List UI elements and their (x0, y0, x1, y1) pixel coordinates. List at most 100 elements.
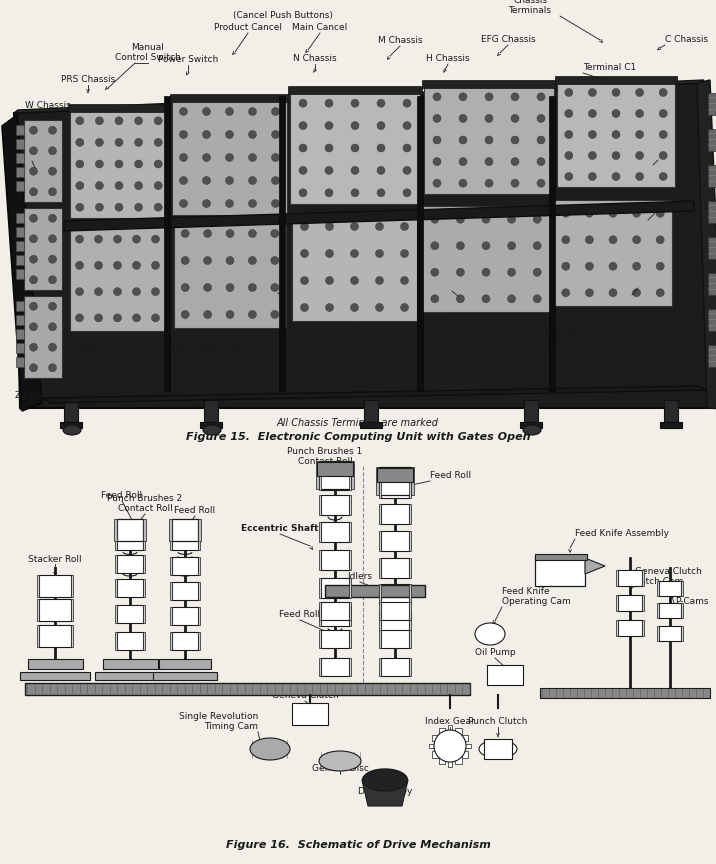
Bar (409, 602, 411, 620)
Bar (409, 630, 411, 648)
Bar (198, 519, 201, 541)
Circle shape (226, 176, 233, 185)
Circle shape (456, 215, 465, 223)
Bar (438, 727, 445, 736)
Circle shape (459, 92, 467, 101)
Circle shape (431, 295, 439, 302)
Bar (37, 575, 39, 597)
Bar (349, 495, 351, 515)
Circle shape (95, 288, 102, 295)
Circle shape (589, 173, 596, 181)
Circle shape (180, 176, 188, 185)
Bar (198, 532, 200, 550)
Bar (39, 625, 71, 647)
Text: Terminal B41: Terminal B41 (655, 203, 714, 212)
Bar (381, 602, 409, 620)
Circle shape (377, 189, 385, 197)
Text: D Chassis: D Chassis (406, 313, 450, 322)
Circle shape (248, 176, 256, 185)
Ellipse shape (63, 425, 81, 435)
Bar (708, 309, 716, 331)
Circle shape (114, 314, 122, 322)
Bar (95, 672, 165, 680)
Circle shape (636, 173, 644, 181)
Bar (319, 658, 321, 676)
Text: C Chassis: C Chassis (665, 35, 708, 44)
Bar (460, 734, 468, 741)
Circle shape (456, 242, 465, 250)
Bar (319, 602, 321, 620)
Circle shape (49, 126, 57, 134)
Bar (618, 570, 642, 586)
Circle shape (351, 303, 359, 312)
Circle shape (351, 223, 359, 231)
Bar (657, 602, 659, 618)
Bar (409, 584, 411, 604)
Circle shape (248, 107, 256, 116)
Bar (411, 467, 414, 495)
Bar (16, 301, 24, 311)
Ellipse shape (362, 769, 407, 791)
Bar (349, 522, 351, 542)
Circle shape (271, 107, 279, 116)
Circle shape (351, 250, 359, 257)
Bar (351, 461, 354, 489)
Bar (379, 504, 381, 524)
Bar (117, 605, 143, 623)
Circle shape (459, 179, 467, 187)
Circle shape (132, 314, 140, 322)
Circle shape (485, 136, 493, 144)
Circle shape (633, 236, 641, 244)
Bar (170, 532, 172, 550)
Bar (681, 602, 683, 618)
Circle shape (203, 107, 211, 116)
Circle shape (49, 364, 57, 372)
Circle shape (135, 117, 142, 124)
Bar (321, 658, 349, 676)
Circle shape (181, 230, 189, 238)
Bar (321, 550, 349, 570)
Text: A Chassis: A Chassis (658, 149, 701, 158)
Circle shape (482, 215, 490, 223)
Circle shape (135, 181, 142, 189)
Bar (71, 625, 73, 647)
Circle shape (537, 92, 545, 101)
Text: H Chassis: H Chassis (426, 54, 470, 63)
Circle shape (29, 187, 37, 196)
Bar (16, 125, 24, 135)
Polygon shape (64, 201, 694, 231)
Bar (659, 626, 681, 640)
Circle shape (180, 107, 188, 116)
Circle shape (403, 167, 411, 175)
Bar (381, 478, 409, 498)
Circle shape (612, 88, 620, 97)
Bar (417, 96, 423, 391)
Circle shape (375, 303, 384, 312)
Bar (409, 504, 411, 524)
Circle shape (537, 157, 545, 166)
Circle shape (456, 268, 465, 276)
Text: Oil Pump: Oil Pump (475, 648, 516, 657)
Text: Single Revolution
Timing Cam: Single Revolution Timing Cam (179, 712, 258, 731)
Bar (349, 550, 351, 570)
Circle shape (226, 107, 233, 116)
Bar (115, 532, 117, 550)
Bar (16, 139, 24, 149)
Bar (708, 345, 716, 367)
Text: Geneva Disc: Geneva Disc (311, 764, 369, 773)
Polygon shape (2, 115, 42, 411)
Bar (172, 582, 198, 600)
Circle shape (565, 151, 573, 160)
Bar (557, 82, 675, 187)
Bar (409, 531, 411, 551)
Bar (60, 422, 82, 428)
Bar (37, 625, 39, 647)
Text: Manual
Control Switch: Manual Control Switch (115, 42, 181, 62)
Bar (349, 630, 351, 648)
Circle shape (114, 262, 122, 270)
Circle shape (115, 117, 123, 124)
Bar (143, 555, 145, 573)
Circle shape (271, 130, 279, 138)
Circle shape (511, 114, 519, 123)
Bar (16, 357, 24, 367)
